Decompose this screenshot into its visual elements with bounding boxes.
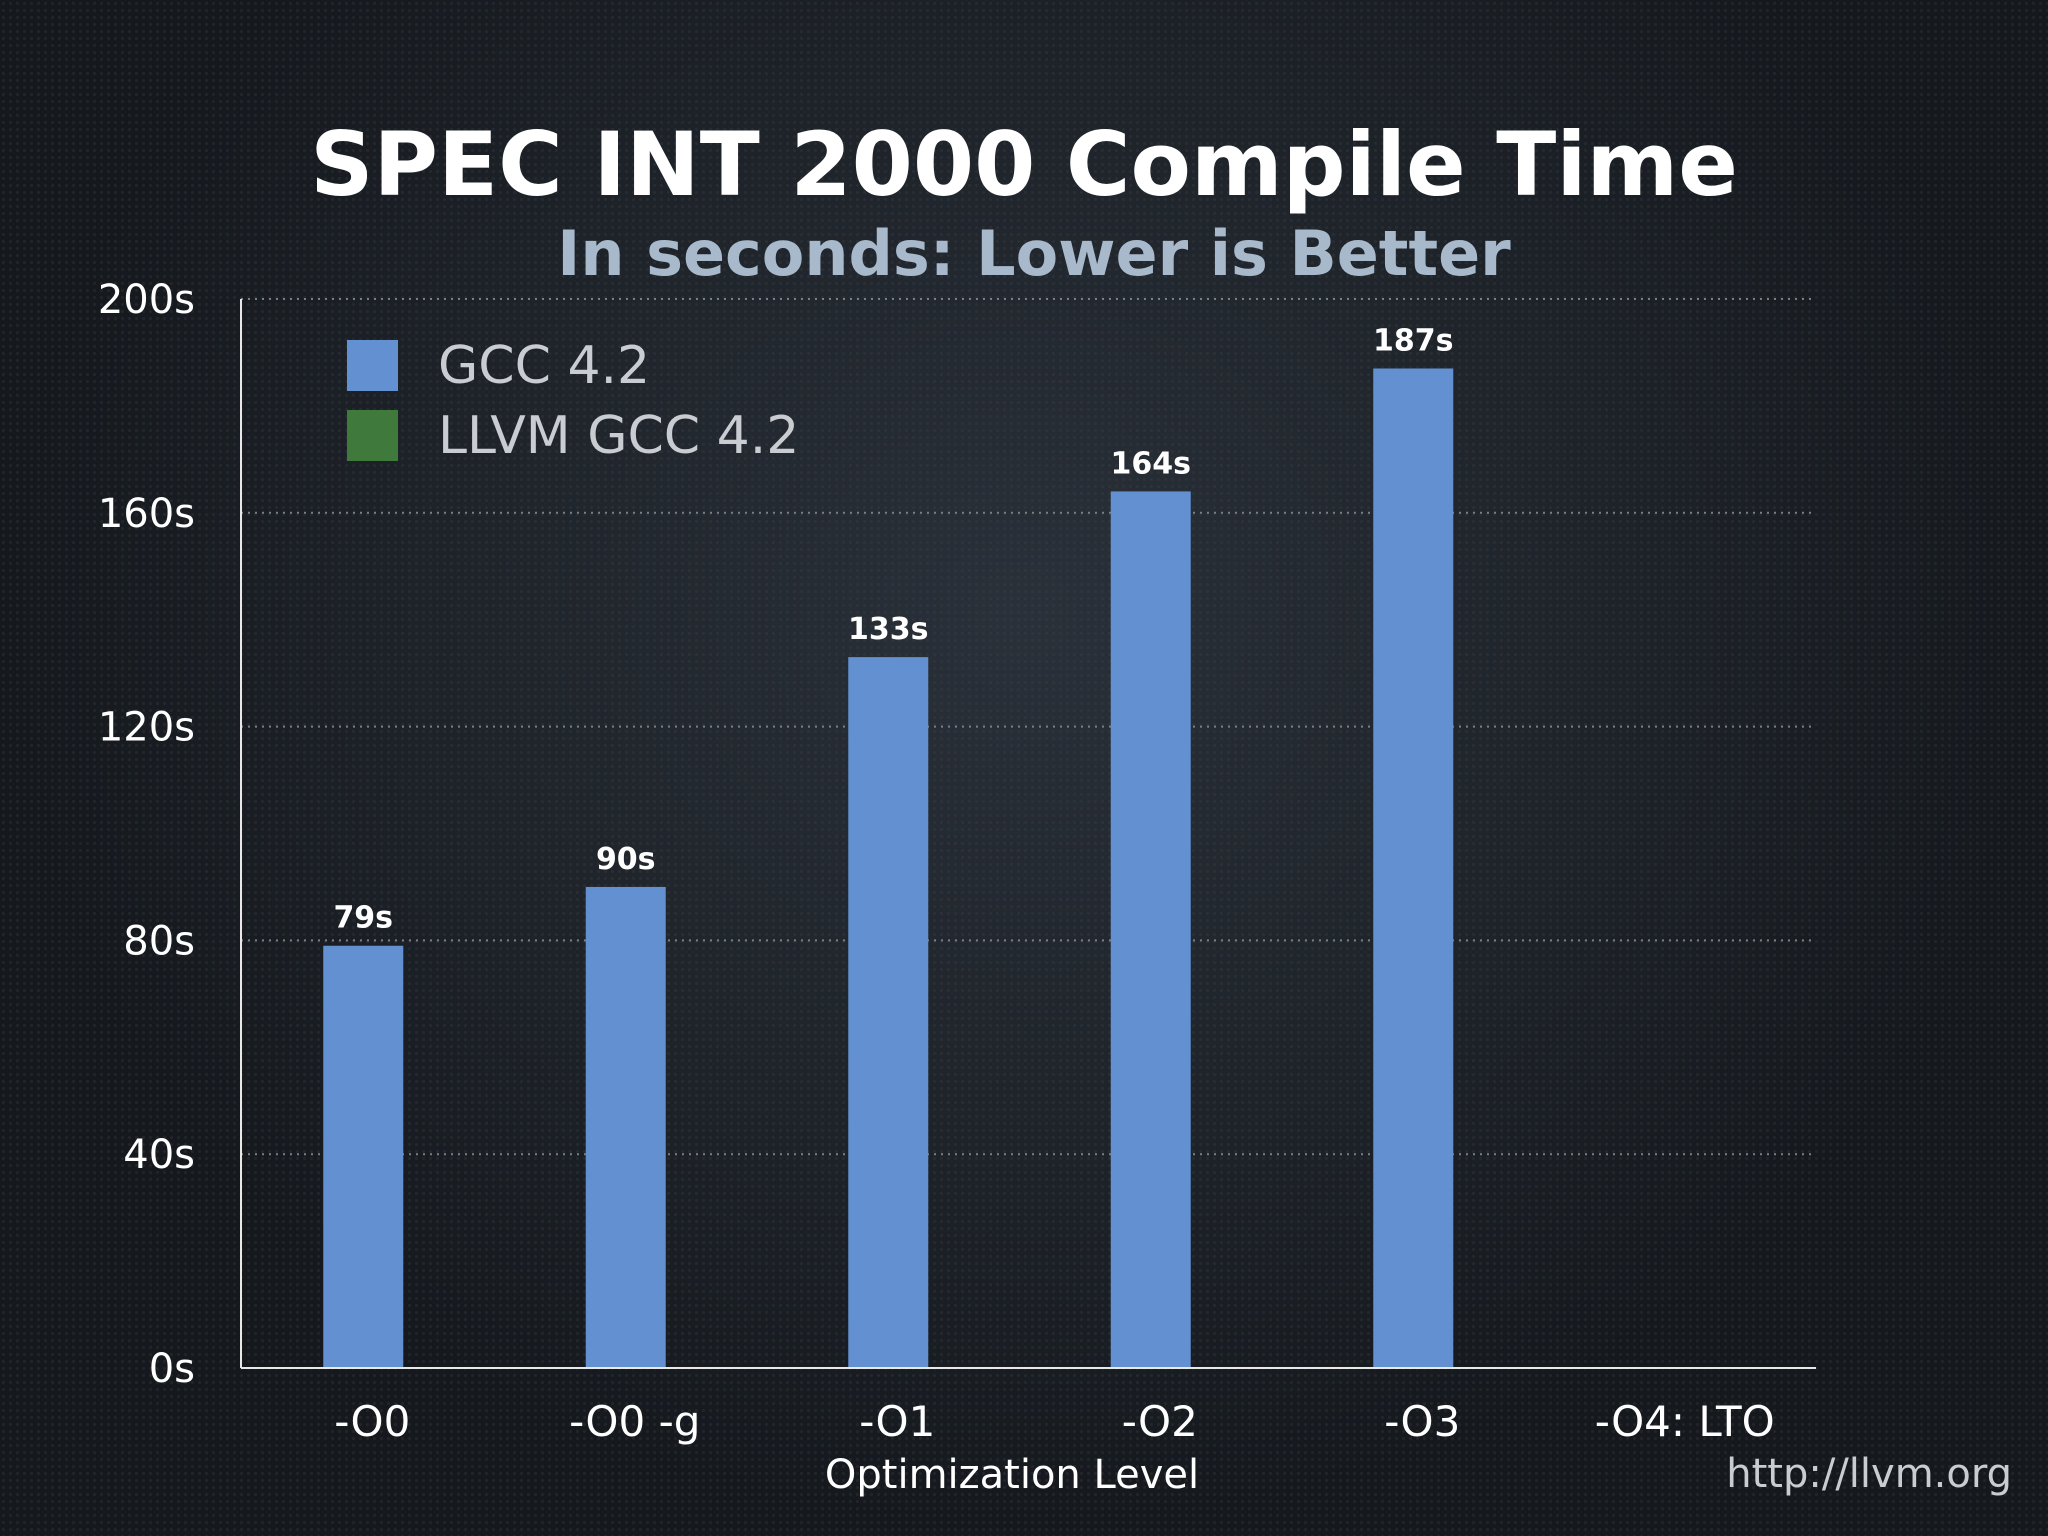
- axes: [240, 299, 1816, 1369]
- x-tick-labels: -O0 -O0 -g -O1 -O2 -O3 -O4: LTO: [334, 1397, 1775, 1446]
- data-labels: 79s 90s 133s 164s 187s: [333, 323, 1453, 935]
- x-tick-label: -O2: [1122, 1397, 1198, 1446]
- bar: [323, 945, 404, 1368]
- x-tick-label: -O1: [859, 1397, 935, 1446]
- y-tick-labels: 0s 40s 80s 120s 160s 200s: [98, 277, 195, 1392]
- y-tick-label: 160s: [98, 491, 195, 537]
- x-tick-label: -O0: [334, 1397, 410, 1446]
- bars: [323, 368, 1454, 1368]
- bar: [585, 886, 666, 1368]
- legend-label: GCC 4.2: [438, 336, 650, 396]
- y-tick-label: 40s: [123, 1132, 195, 1178]
- data-label: 90s: [596, 842, 656, 877]
- x-axis-label: Optimization Level: [825, 1452, 1199, 1498]
- bar: [1373, 368, 1454, 1368]
- legend-swatch: [347, 410, 398, 461]
- legend-label: LLVM GCC 4.2: [438, 406, 799, 466]
- legend: GCC 4.2 LLVM GCC 4.2: [347, 336, 799, 466]
- y-tick-label: 0s: [149, 1346, 195, 1392]
- data-label: 79s: [333, 901, 393, 936]
- data-label: 164s: [1111, 446, 1191, 481]
- x-tick-label: -O3: [1384, 1397, 1460, 1446]
- x-tick-label: -O4: LTO: [1595, 1397, 1775, 1446]
- data-label: 187s: [1373, 323, 1453, 358]
- data-label: 133s: [848, 612, 928, 647]
- legend-swatch: [347, 340, 398, 391]
- y-tick-label: 200s: [98, 277, 195, 323]
- chart-subtitle: In seconds: Lower is Better: [557, 217, 1511, 290]
- y-tick-label: 80s: [123, 918, 195, 964]
- bar: [1110, 491, 1191, 1368]
- bar: [848, 657, 929, 1368]
- chart-title: SPEC INT 2000 Compile Time: [310, 113, 1738, 216]
- watermark-url: http://llvm.org: [1726, 1451, 2012, 1497]
- y-tick-label: 120s: [98, 705, 195, 751]
- x-tick-label: -O0 -g: [569, 1397, 700, 1446]
